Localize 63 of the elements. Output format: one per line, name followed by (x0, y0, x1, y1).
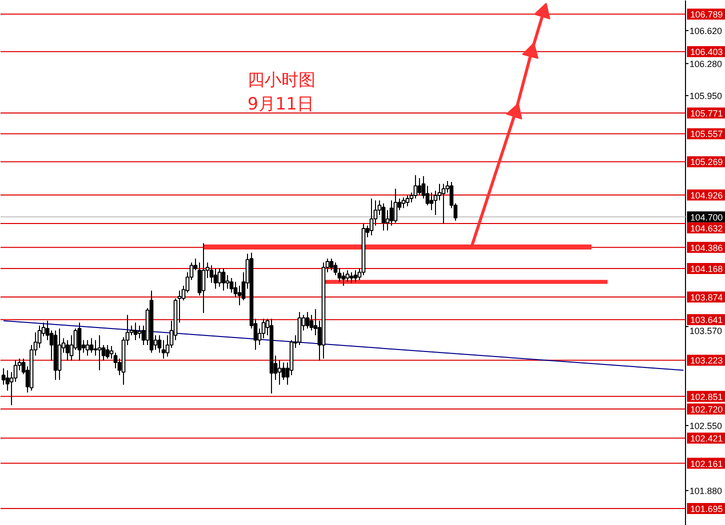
ref-line-label: 102.851 (690, 392, 723, 402)
candlestick (390, 200, 394, 226)
y-tick-label: 102.550 (690, 421, 722, 432)
candlestick (106, 344, 110, 360)
candlestick (218, 268, 222, 288)
candlestick (94, 340, 98, 356)
candlestick (306, 312, 310, 330)
candlestick (86, 340, 90, 356)
candlestick (90, 338, 94, 354)
candlestick (98, 334, 102, 371)
y-tick-label: 106.620 (690, 26, 722, 36)
annotation: 9月11日 (248, 94, 314, 114)
ref-line-label: 102.161 (690, 458, 723, 469)
ref-line-label: 105.269 (690, 157, 723, 168)
annotation: 四小时图 (248, 70, 316, 90)
ref-line-label: 104.168 (690, 264, 723, 274)
y-tick-label: 106.280 (690, 59, 722, 70)
candlestick (222, 268, 226, 292)
ref-line-label: 103.641 (690, 315, 723, 326)
candlestick (430, 192, 434, 211)
candlestick (402, 196, 406, 209)
candlestick (202, 242, 206, 314)
candlestick (214, 268, 218, 290)
candlestick (442, 183, 446, 224)
ref-line-label: 103.874 (690, 292, 723, 303)
ref-line-label: 102.421 (690, 434, 723, 444)
candlestick (278, 360, 282, 386)
ref-line-label: 106.789 (690, 10, 723, 20)
y-tick-label: 101.880 (690, 486, 722, 496)
candlestick (342, 272, 346, 286)
ref-line-label: 105.557 (690, 129, 723, 140)
ref-line-label: 104.632 (690, 223, 723, 234)
candlestick (134, 322, 138, 341)
ref-line-label: 102.720 (690, 404, 723, 415)
point (506, 102, 522, 120)
ref-line-label: 106.403 (690, 47, 723, 58)
ref-line-label: 104.926 (690, 190, 723, 200)
candlestick (78, 322, 82, 362)
candlestick (350, 272, 354, 284)
candlestick (382, 202, 386, 231)
point (522, 42, 539, 59)
candlestick (418, 178, 422, 196)
candlestick (370, 198, 374, 236)
candlestick (394, 188, 398, 224)
candlestick (230, 278, 234, 294)
y-tick-label: 103.570 (690, 326, 722, 336)
candlestick (354, 270, 358, 282)
ref-line-label: 101.695 (690, 504, 723, 514)
candlestick (138, 325, 142, 339)
point (534, 2, 550, 20)
ref-line-label: 103.223 (690, 356, 723, 366)
candlestick (406, 195, 410, 207)
candlestick (226, 274, 230, 290)
y-tick-label: 105.950 (690, 91, 722, 102)
candlestick (330, 258, 334, 271)
candlestick (66, 340, 70, 362)
candlestick (414, 174, 418, 199)
ref-line-label: 105.771 (690, 108, 723, 118)
ref-line-label: 104.386 (690, 242, 723, 253)
candlestick (346, 270, 350, 282)
candlestick (162, 340, 166, 360)
candlestick (238, 285, 242, 306)
ref-line-label: 104.700 (690, 212, 723, 222)
